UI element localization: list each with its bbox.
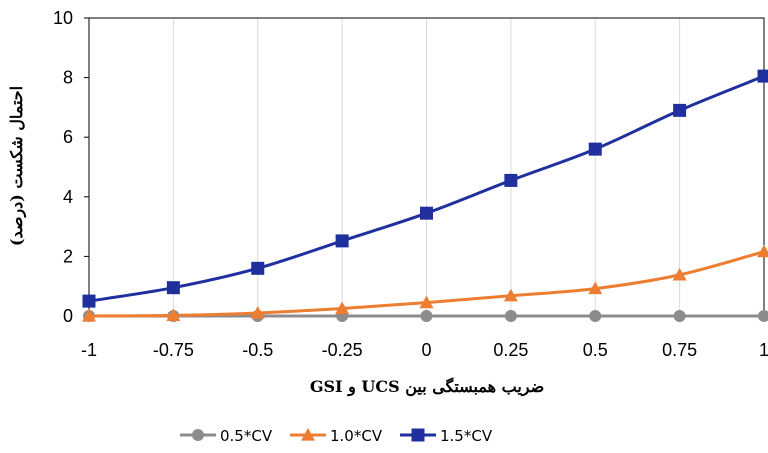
data-point-triangle xyxy=(419,295,434,309)
data-point-square xyxy=(673,103,687,117)
x-axis-title: ضریب همبستگی بین UCS و GSI xyxy=(310,377,544,397)
y-tick-label: 6 xyxy=(63,127,73,147)
data-point-triangle xyxy=(757,244,768,258)
data-point-triangle xyxy=(166,308,181,322)
data-point-square xyxy=(166,281,180,295)
x-tick-label: 1 xyxy=(759,340,768,360)
y-tick-label: 8 xyxy=(63,68,73,88)
legend-swatch-marker xyxy=(411,428,425,442)
data-point-square xyxy=(420,206,433,220)
x-tick-label: -0.5 xyxy=(242,340,273,360)
axes-layer xyxy=(84,17,765,321)
y-tick-label: 2 xyxy=(63,246,73,266)
series-square xyxy=(82,69,768,308)
legend: 0.5*CV 1.0*CV 1.5*CV xyxy=(180,427,493,445)
x-tick-label: -0.75 xyxy=(153,340,194,360)
data-point-circle xyxy=(504,310,517,322)
grid-layer xyxy=(88,18,765,316)
series-layer xyxy=(82,69,768,322)
x-tick-label: 0.25 xyxy=(493,340,528,360)
y-tick-label: 10 xyxy=(53,8,73,28)
data-point-circle xyxy=(758,310,768,322)
legend-swatch-marker xyxy=(301,428,315,441)
data-point-square xyxy=(757,69,768,83)
data-point-circle xyxy=(589,310,602,322)
data-point-triangle xyxy=(250,306,265,319)
labels-layer: 0 2 4 6 8 10 -1 -0.75 -0.5 -0.25 0 0.25 0.5 0.75 1 xyxy=(53,8,768,360)
y-tick-label: 0 xyxy=(63,306,73,326)
y-tick-label: 4 xyxy=(63,187,73,207)
data-point-triangle xyxy=(335,301,350,315)
legend-item: 1.5*CV xyxy=(400,427,493,445)
data-point-triangle xyxy=(588,281,603,295)
data-point-circle xyxy=(673,310,686,322)
x-tick-label: 0 xyxy=(421,340,431,360)
data-point-square xyxy=(588,142,602,156)
data-point-circle xyxy=(420,310,433,322)
y-axis-title: احتمال شکست (درصد) xyxy=(7,86,27,246)
data-point-triangle xyxy=(82,309,96,322)
x-tick-label: 0.5 xyxy=(583,340,608,360)
legend-label: 1.0*CV xyxy=(330,427,383,445)
data-point-square xyxy=(251,261,265,275)
data-point-square xyxy=(82,294,96,308)
x-tick-label: 0.75 xyxy=(662,340,697,360)
data-point-square xyxy=(504,173,518,187)
series-triangle xyxy=(82,244,768,322)
legend-swatch-marker xyxy=(192,429,204,441)
legend-item: 1.0*CV xyxy=(290,427,383,445)
data-point-square xyxy=(335,234,349,248)
x-tick-label: -0.25 xyxy=(322,340,363,360)
legend-label: 1.5*CV xyxy=(440,427,493,445)
legend-label: 0.5*CV xyxy=(220,427,273,445)
data-point-triangle xyxy=(503,288,518,302)
x-tick-label: -1 xyxy=(81,340,97,360)
data-point-triangle xyxy=(672,267,687,281)
legend-item: 0.5*CV xyxy=(180,427,273,445)
